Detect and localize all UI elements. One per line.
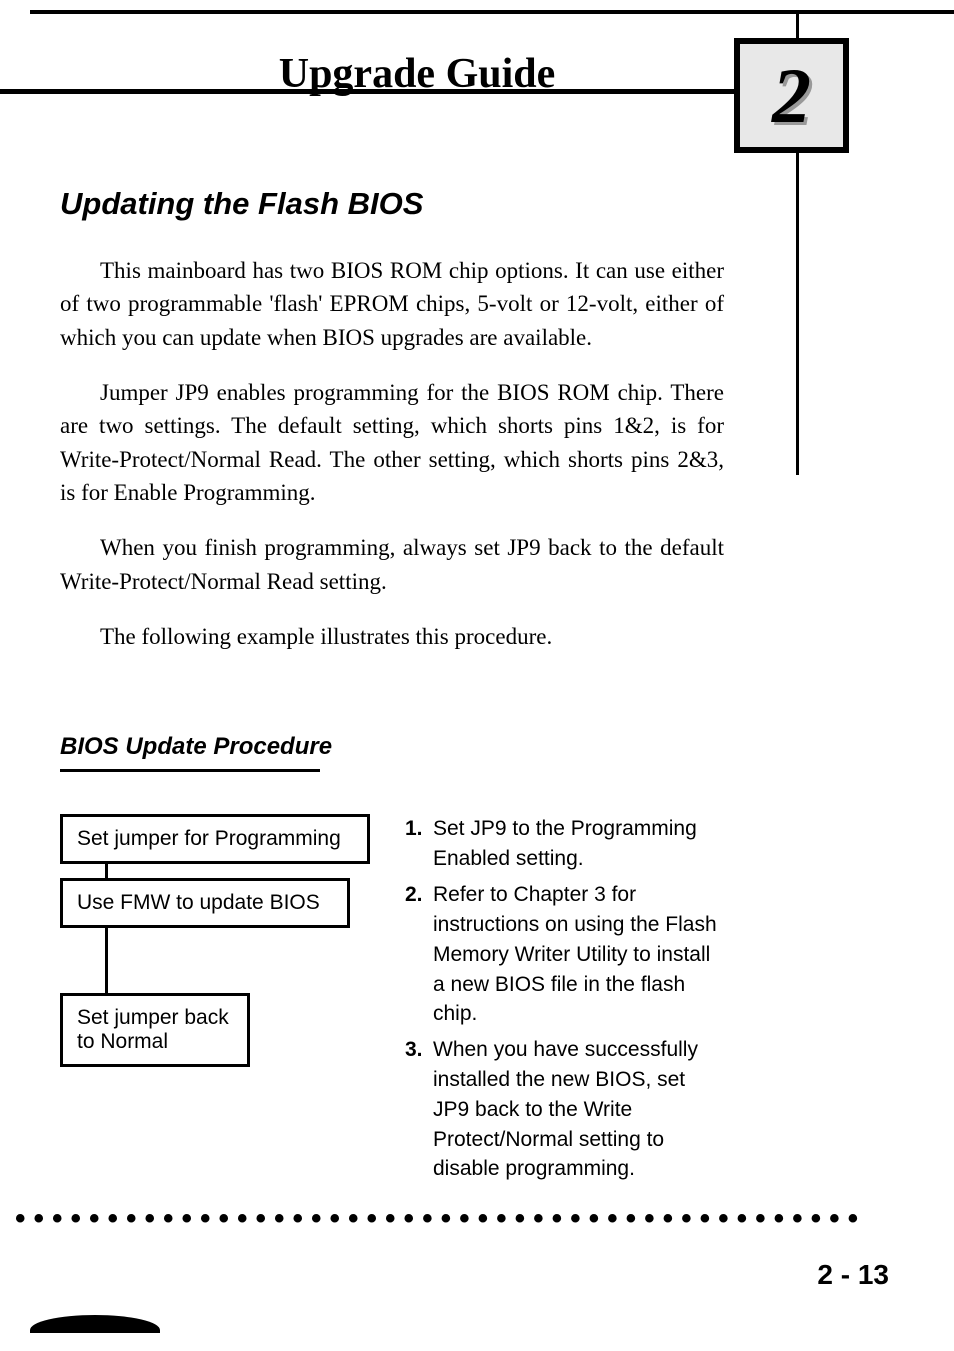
step-item-2: 2. Refer to Chapter 3 for instructions o… xyxy=(405,880,724,1029)
flowchart: Set jumper for Programming Use FMW to up… xyxy=(60,814,370,1190)
body-paragraph-1: This mainboard has two BIOS ROM chip opt… xyxy=(60,254,904,354)
flowchart-connector-1 xyxy=(105,864,108,878)
procedure-container: Set jumper for Programming Use FMW to up… xyxy=(60,814,904,1190)
flowchart-box-2: Use FMW to update BIOS xyxy=(60,878,350,928)
step-item-3: 3. When you have successfully installed … xyxy=(405,1035,724,1184)
body-paragraph-4: The following example illustrates this p… xyxy=(60,620,904,653)
flowchart-box-1: Set jumper for Programming xyxy=(60,814,370,864)
header-underline-rule xyxy=(0,89,774,94)
chapter-number: 2 xyxy=(772,57,811,135)
chapter-badge: 2 xyxy=(734,38,849,153)
subsection-underline xyxy=(60,769,320,772)
step-number: 1. xyxy=(405,814,433,874)
subsection-title: BIOS Update Procedure xyxy=(60,733,332,761)
step-number: 2. xyxy=(405,880,433,1029)
body-paragraph-3: When you finish programming, always set … xyxy=(60,531,904,598)
section-title: Updating the Flash BIOS xyxy=(60,186,904,222)
step-number: 3. xyxy=(405,1035,433,1184)
step-text: Set JP9 to the Programming Enabled setti… xyxy=(433,814,724,874)
page-header: Upgrade Guide 2 xyxy=(60,0,904,116)
flowchart-box-3: Set jumper back to Normal xyxy=(60,993,250,1067)
footer-dotted-rule: ••••••••••••••••••••••••••••••••••••••••… xyxy=(15,1202,904,1236)
page-bottom-shadow xyxy=(30,1315,160,1333)
body-paragraph-2: Jumper JP9 enables programming for the B… xyxy=(60,376,904,509)
step-text: Refer to Chapter 3 for instructions on u… xyxy=(433,880,724,1029)
page-number: 2 - 13 xyxy=(817,1259,889,1291)
steps-list: 1. Set JP9 to the Programming Enabled se… xyxy=(405,814,724,1190)
flowchart-connector-2 xyxy=(105,928,108,993)
step-item-1: 1. Set JP9 to the Programming Enabled se… xyxy=(405,814,724,874)
step-text: When you have successfully installed the… xyxy=(433,1035,724,1184)
